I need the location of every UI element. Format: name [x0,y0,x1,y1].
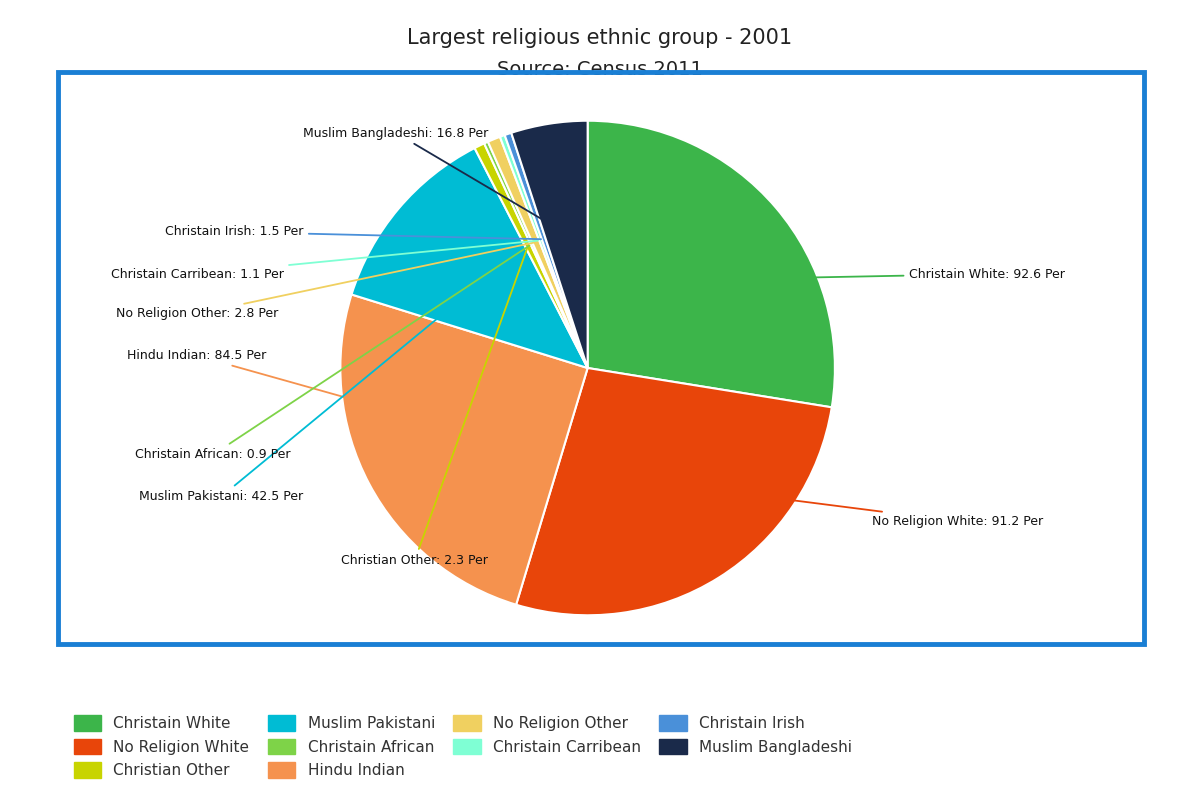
Wedge shape [475,143,588,368]
Wedge shape [488,137,588,368]
Wedge shape [588,121,835,407]
Text: Christian Other: 2.3 Per: Christian Other: 2.3 Per [341,248,527,567]
Wedge shape [352,148,588,368]
Text: Christain Carribean: 1.1 Per: Christain Carribean: 1.1 Per [110,241,538,281]
Wedge shape [505,133,588,368]
Text: Christain White: 92.6 Per: Christain White: 92.6 Per [694,267,1064,281]
Text: No Religion Other: 2.8 Per: No Religion Other: 2.8 Per [116,242,533,320]
Wedge shape [511,121,588,368]
Text: Largest religious ethnic group - 2001: Largest religious ethnic group - 2001 [408,28,792,48]
Text: Christain African: 0.9 Per: Christain African: 0.9 Per [136,246,529,461]
Text: No Religion White: 91.2 Per: No Religion White: 91.2 Per [662,484,1043,528]
Text: Muslim Pakistani: 42.5 Per: Muslim Pakistani: 42.5 Per [139,282,481,503]
Text: Source: Census 2011: Source: Census 2011 [497,60,703,79]
Legend: Christain White, No Religion White, Christian Other, Muslim Pakistani, Christain: Christain White, No Religion White, Chri… [67,709,858,784]
Wedge shape [500,135,588,368]
Wedge shape [341,294,588,605]
Wedge shape [484,142,588,368]
Wedge shape [516,368,832,615]
Text: Muslim Bangladeshi: 16.8 Per: Muslim Bangladeshi: 16.8 Per [304,126,564,232]
Text: Christain Irish: 1.5 Per: Christain Irish: 1.5 Per [164,226,541,239]
Text: Hindu Indian: 84.5 Per: Hindu Indian: 84.5 Per [127,349,464,431]
